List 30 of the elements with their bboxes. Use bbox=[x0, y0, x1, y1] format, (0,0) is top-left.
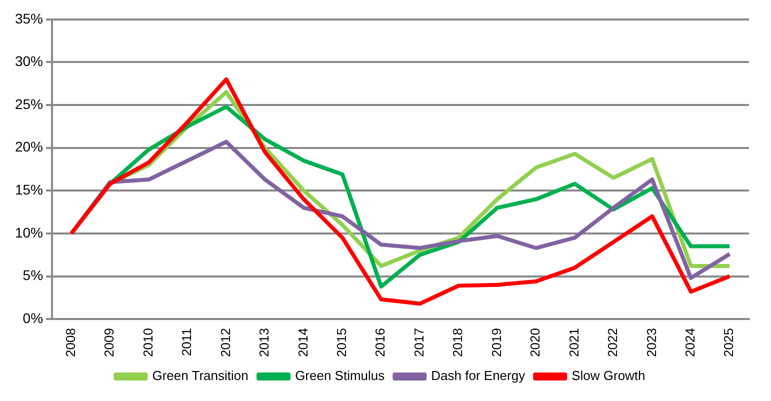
x-tick-label: 2023 bbox=[644, 328, 659, 357]
legend-label: Green Transition bbox=[152, 368, 248, 384]
y-tick-label: 15% bbox=[14, 182, 44, 198]
legend-label: Slow Growth bbox=[572, 368, 646, 384]
x-tick-label: 2025 bbox=[721, 328, 736, 357]
x-tick-label: 2020 bbox=[528, 328, 543, 357]
x-tick-label: 2014 bbox=[295, 328, 310, 357]
legend-label: Green Stimulus bbox=[295, 368, 386, 384]
y-tick-label: 0% bbox=[22, 310, 44, 326]
x-tick-label: 2012 bbox=[218, 328, 233, 357]
x-tick-label: 2022 bbox=[605, 328, 620, 357]
x-tick-label: 2024 bbox=[682, 328, 698, 357]
y-tick-label: 20% bbox=[14, 138, 44, 155]
y-tick-label: 30% bbox=[14, 53, 44, 70]
y-tick-label: 10% bbox=[14, 224, 44, 240]
y-tick-label: 5% bbox=[22, 267, 44, 284]
x-tick-label: 2016 bbox=[372, 328, 388, 357]
x-tick-label: 2015 bbox=[334, 328, 350, 357]
x-tick-label: 2019 bbox=[488, 328, 504, 357]
x-tick-label: 2010 bbox=[140, 328, 156, 357]
x-tick-label: 2021 bbox=[566, 328, 582, 357]
x-tick-label: 2009 bbox=[102, 328, 117, 357]
x-tick-label: 2011 bbox=[179, 328, 194, 356]
y-tick-label: 35% bbox=[14, 10, 44, 26]
x-tick-label: 2017 bbox=[411, 328, 426, 357]
x-tick-label: 2013 bbox=[256, 328, 272, 357]
x-tick-label: 2008 bbox=[62, 328, 78, 357]
x-tick-label: 2018 bbox=[450, 328, 466, 357]
legend-label: Dash for Energy bbox=[431, 368, 526, 384]
y-tick-label: 25% bbox=[14, 96, 44, 112]
